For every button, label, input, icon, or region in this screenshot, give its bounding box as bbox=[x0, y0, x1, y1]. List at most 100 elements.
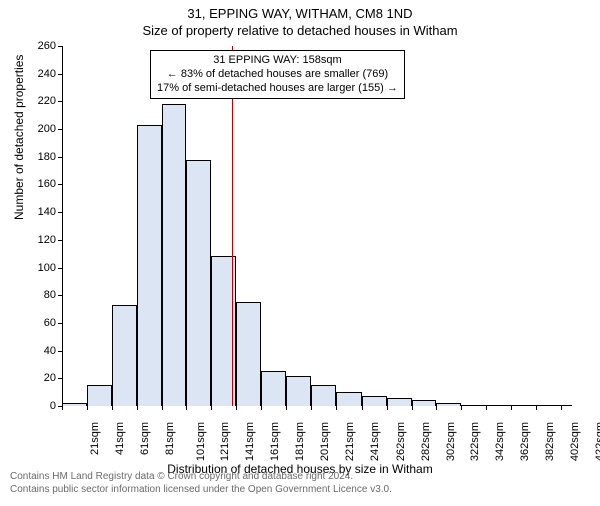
y-tick-label: 120 bbox=[26, 234, 56, 246]
page-subtitle: Size of property relative to detached ho… bbox=[0, 23, 600, 38]
plot-area: 02040608010012014016018020022024026021sq… bbox=[62, 46, 572, 406]
histogram-bar bbox=[87, 385, 112, 406]
footer: Contains HM Land Registry data © Crown c… bbox=[10, 471, 590, 496]
y-tick-label: 260 bbox=[26, 40, 56, 52]
y-tick-label: 80 bbox=[26, 289, 56, 301]
x-tick-label: 141sqm bbox=[244, 422, 256, 461]
footer-line2: Contains public sector information licen… bbox=[10, 484, 590, 497]
x-tick-label: 201sqm bbox=[319, 422, 331, 461]
y-tick-label: 20 bbox=[26, 372, 56, 384]
histogram-bar bbox=[336, 392, 362, 406]
page-title: 31, EPPING WAY, WITHAM, CM8 1ND bbox=[0, 6, 600, 21]
histogram-bar bbox=[536, 405, 561, 406]
histogram-bar bbox=[362, 396, 387, 406]
histogram-bar bbox=[286, 376, 311, 406]
x-tick-label: 101sqm bbox=[195, 422, 207, 461]
reference-vline bbox=[232, 46, 234, 406]
y-tick-label: 100 bbox=[26, 262, 56, 274]
annotation-line2: ← 83% of detached houses are smaller (76… bbox=[157, 68, 398, 82]
histogram-bar bbox=[162, 104, 187, 406]
y-axis-line bbox=[62, 46, 63, 406]
y-tick-label: 40 bbox=[26, 345, 56, 357]
x-tick-label: 41sqm bbox=[114, 422, 126, 455]
x-tick-label: 61sqm bbox=[139, 422, 151, 455]
y-tick-mark bbox=[58, 351, 62, 352]
y-tick-mark bbox=[58, 323, 62, 324]
y-tick-label: 200 bbox=[26, 123, 56, 135]
x-tick-mark bbox=[261, 406, 262, 410]
y-tick-mark bbox=[58, 240, 62, 241]
y-tick-mark bbox=[58, 101, 62, 102]
x-tick-mark bbox=[286, 406, 287, 410]
histogram-bar bbox=[186, 160, 211, 406]
x-tick-label: 422sqm bbox=[594, 422, 600, 461]
y-tick-mark bbox=[58, 295, 62, 296]
x-tick-label: 362sqm bbox=[519, 422, 531, 461]
x-tick-label: 262sqm bbox=[395, 422, 407, 461]
histogram-bar bbox=[137, 125, 162, 406]
x-tick-label: 21sqm bbox=[89, 422, 101, 455]
x-tick-label: 382sqm bbox=[544, 422, 556, 461]
x-tick-mark bbox=[486, 406, 487, 410]
x-tick-mark bbox=[211, 406, 212, 410]
y-tick-label: 140 bbox=[26, 206, 56, 218]
y-tick-mark bbox=[58, 74, 62, 75]
y-tick-label: 160 bbox=[26, 178, 56, 190]
y-tick-label: 0 bbox=[26, 400, 56, 412]
x-tick-mark bbox=[336, 406, 337, 410]
x-tick-mark bbox=[461, 406, 462, 410]
x-tick-mark bbox=[162, 406, 163, 410]
annotation-line3: 17% of semi-detached houses are larger (… bbox=[157, 82, 398, 96]
histogram-bar bbox=[311, 385, 336, 406]
x-tick-label: 322sqm bbox=[470, 422, 482, 461]
x-tick-mark bbox=[362, 406, 363, 410]
x-tick-label: 302sqm bbox=[445, 422, 457, 461]
annotation-line1: 31 EPPING WAY: 158sqm bbox=[157, 54, 398, 68]
x-tick-label: 342sqm bbox=[494, 422, 506, 461]
x-tick-label: 402sqm bbox=[569, 422, 581, 461]
y-tick-label: 180 bbox=[26, 151, 56, 163]
x-tick-mark bbox=[311, 406, 312, 410]
y-tick-mark bbox=[58, 378, 62, 379]
x-tick-mark bbox=[112, 406, 113, 410]
x-tick-mark bbox=[436, 406, 437, 410]
histogram-bar bbox=[486, 405, 511, 406]
x-tick-label: 81sqm bbox=[164, 422, 176, 455]
y-tick-label: 60 bbox=[26, 317, 56, 329]
histogram-bar bbox=[112, 305, 137, 406]
histogram-bar bbox=[261, 371, 286, 406]
x-tick-label: 181sqm bbox=[294, 422, 306, 461]
y-axis-label: Number of detached properties bbox=[12, 55, 26, 220]
x-tick-mark bbox=[412, 406, 413, 410]
histogram-bar bbox=[62, 403, 87, 406]
histogram-bar bbox=[236, 302, 261, 406]
y-tick-mark bbox=[58, 184, 62, 185]
x-tick-mark bbox=[387, 406, 388, 410]
footer-line1: Contains HM Land Registry data © Crown c… bbox=[10, 471, 590, 484]
y-tick-mark bbox=[58, 212, 62, 213]
x-tick-mark bbox=[236, 406, 237, 410]
y-tick-mark bbox=[58, 46, 62, 47]
annotation-box: 31 EPPING WAY: 158sqm ← 83% of detached … bbox=[150, 50, 405, 99]
histogram-bar bbox=[461, 405, 486, 406]
x-tick-mark bbox=[186, 406, 187, 410]
x-tick-label: 221sqm bbox=[344, 422, 356, 461]
x-tick-label: 161sqm bbox=[269, 422, 281, 461]
histogram-bar bbox=[412, 400, 437, 406]
x-tick-mark bbox=[87, 406, 88, 410]
x-tick-mark bbox=[511, 406, 512, 410]
y-tick-mark bbox=[58, 157, 62, 158]
histogram-chart: 02040608010012014016018020022024026021sq… bbox=[62, 46, 572, 406]
x-tick-mark bbox=[137, 406, 138, 410]
x-tick-mark bbox=[536, 406, 537, 410]
x-tick-label: 121sqm bbox=[220, 422, 232, 461]
x-tick-label: 241sqm bbox=[369, 422, 381, 461]
x-tick-mark bbox=[62, 406, 63, 410]
histogram-bar bbox=[436, 403, 461, 406]
histogram-bar bbox=[511, 405, 536, 406]
histogram-bar bbox=[387, 398, 412, 406]
x-tick-mark bbox=[561, 406, 562, 410]
y-tick-label: 220 bbox=[26, 95, 56, 107]
y-tick-mark bbox=[58, 129, 62, 130]
x-tick-label: 282sqm bbox=[420, 422, 432, 461]
